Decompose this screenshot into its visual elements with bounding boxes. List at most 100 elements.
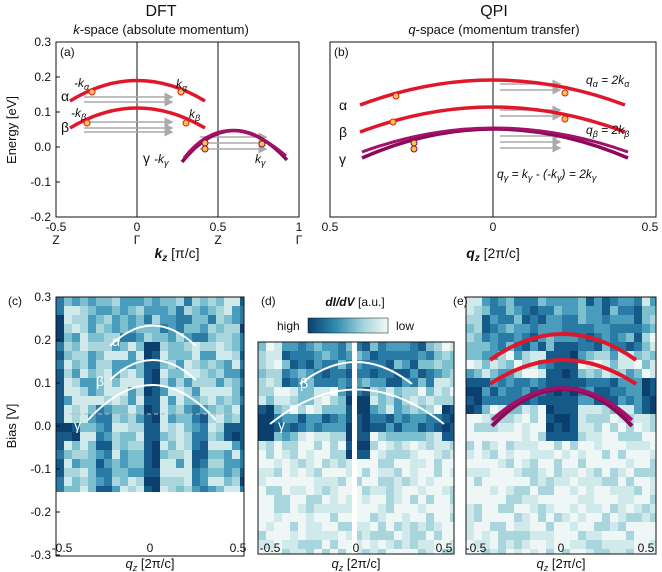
heatmap-cell (104, 468, 113, 478)
heatmap-cell (426, 432, 435, 442)
heatmap-cell (354, 540, 363, 550)
heatmap-cell (208, 378, 217, 388)
heatmap-cell (562, 549, 571, 554)
heatmap-cell (570, 378, 579, 388)
heatmap-cell (586, 324, 595, 334)
heatmap-cell (626, 369, 635, 379)
heatmap-cell (538, 405, 547, 415)
heatmap-cell (434, 378, 443, 388)
heatmap-cell (530, 324, 539, 334)
heatmap-cell (160, 450, 169, 460)
heatmap-cell (570, 504, 579, 514)
heatmap-cell (474, 405, 483, 415)
heatmap-cell (562, 486, 571, 496)
heatmap-cell (314, 477, 323, 487)
panel-d-xlabel: qz [2π/c] (332, 556, 381, 572)
heatmap-cell (594, 306, 603, 316)
heatmap-cell (554, 324, 563, 334)
heatmap-cell (482, 477, 491, 487)
heatmap-cell (282, 423, 291, 433)
heatmap-cell (112, 351, 121, 361)
heatmap-cell (386, 477, 395, 487)
heatmap-cell (346, 513, 355, 523)
heatmap-cell (208, 351, 217, 361)
heatmap-cell (594, 369, 603, 379)
heatmap-cell (370, 378, 379, 388)
heatmap-cell (200, 459, 209, 469)
panel-c-curve-alpha (109, 324, 197, 347)
heatmap-cell (282, 405, 291, 415)
heatmap-cell (634, 405, 643, 415)
heatmap-cell (322, 450, 331, 460)
heatmap-cell (434, 405, 443, 415)
heatmap-cell (466, 513, 475, 523)
heatmap-cell (522, 342, 531, 352)
heatmap-cell (88, 486, 97, 492)
heatmap-cell (338, 549, 347, 554)
heatmap-cell (314, 486, 323, 496)
heatmap-cell (490, 432, 499, 442)
heatmap-cell (570, 486, 579, 496)
heatmap-cell (570, 531, 579, 541)
heatmap-cell (642, 360, 651, 370)
heatmap-cell (298, 369, 307, 379)
heatmap-cell (56, 441, 65, 451)
heatmap-cell (80, 387, 89, 397)
heatmap-cell (354, 351, 363, 361)
heatmap-cell (634, 495, 643, 505)
heatmap-cell (578, 450, 587, 460)
heatmap-cell (498, 459, 507, 469)
heatmap-cell (274, 513, 283, 523)
heatmap-cell (240, 360, 244, 370)
heatmap-cell (602, 387, 611, 397)
heatmap-cell (160, 414, 169, 424)
heatmap-cell (232, 342, 241, 352)
heatmap-cell (160, 387, 169, 397)
heatmap-cell (554, 450, 563, 460)
heatmap-cell (274, 342, 283, 352)
heatmap-cell (410, 360, 419, 370)
heatmap-cell (490, 504, 499, 514)
heatmap-cell (474, 396, 483, 406)
heatmap-cell (474, 414, 483, 424)
heatmap-cell (442, 540, 451, 550)
heatmap-cell (144, 432, 153, 442)
heatmap-cell (386, 360, 395, 370)
heatmap-cell (80, 342, 89, 352)
heatmap-cell (56, 432, 65, 442)
heatmap-cell (514, 504, 523, 514)
heatmap-cell (112, 360, 121, 370)
heatmap-cell (554, 495, 563, 505)
heatmap-cell (282, 504, 291, 514)
heatmap-cell (626, 441, 635, 451)
heatmap-cell (168, 405, 177, 415)
heatmap-cell (112, 342, 121, 352)
panel-b-label: (b) (334, 45, 349, 59)
heatmap-cell (208, 414, 217, 424)
heatmap-cell (258, 468, 267, 478)
heatmap-cell (160, 324, 169, 334)
heatmap-cell (346, 495, 355, 505)
heatmap-cell (570, 423, 579, 433)
heatmap-cell (136, 369, 145, 379)
panel-a-beta-name: β (61, 119, 69, 135)
heatmap-cell (104, 387, 113, 397)
heatmap-cell (586, 486, 595, 496)
heatmap-cell (160, 351, 169, 361)
heatmap-cell (184, 315, 193, 325)
heatmap-cell (426, 486, 435, 496)
heatmap-cell (232, 477, 241, 487)
heatmap-cell (570, 522, 579, 532)
heatmap-cell (80, 414, 89, 424)
panel-a-band-alpha (69, 78, 206, 103)
heatmap-cell (450, 513, 454, 523)
heatmap-cell (168, 369, 177, 379)
heatmap-cell (498, 495, 507, 505)
heatmap-cell (570, 333, 579, 343)
heatmap-cell (602, 513, 611, 523)
heatmap-cell (192, 450, 201, 460)
heatmap-cell (634, 360, 643, 370)
heatmap-cell (136, 306, 145, 316)
heatmap-cell (136, 342, 145, 352)
heatmap-cell (200, 414, 209, 424)
